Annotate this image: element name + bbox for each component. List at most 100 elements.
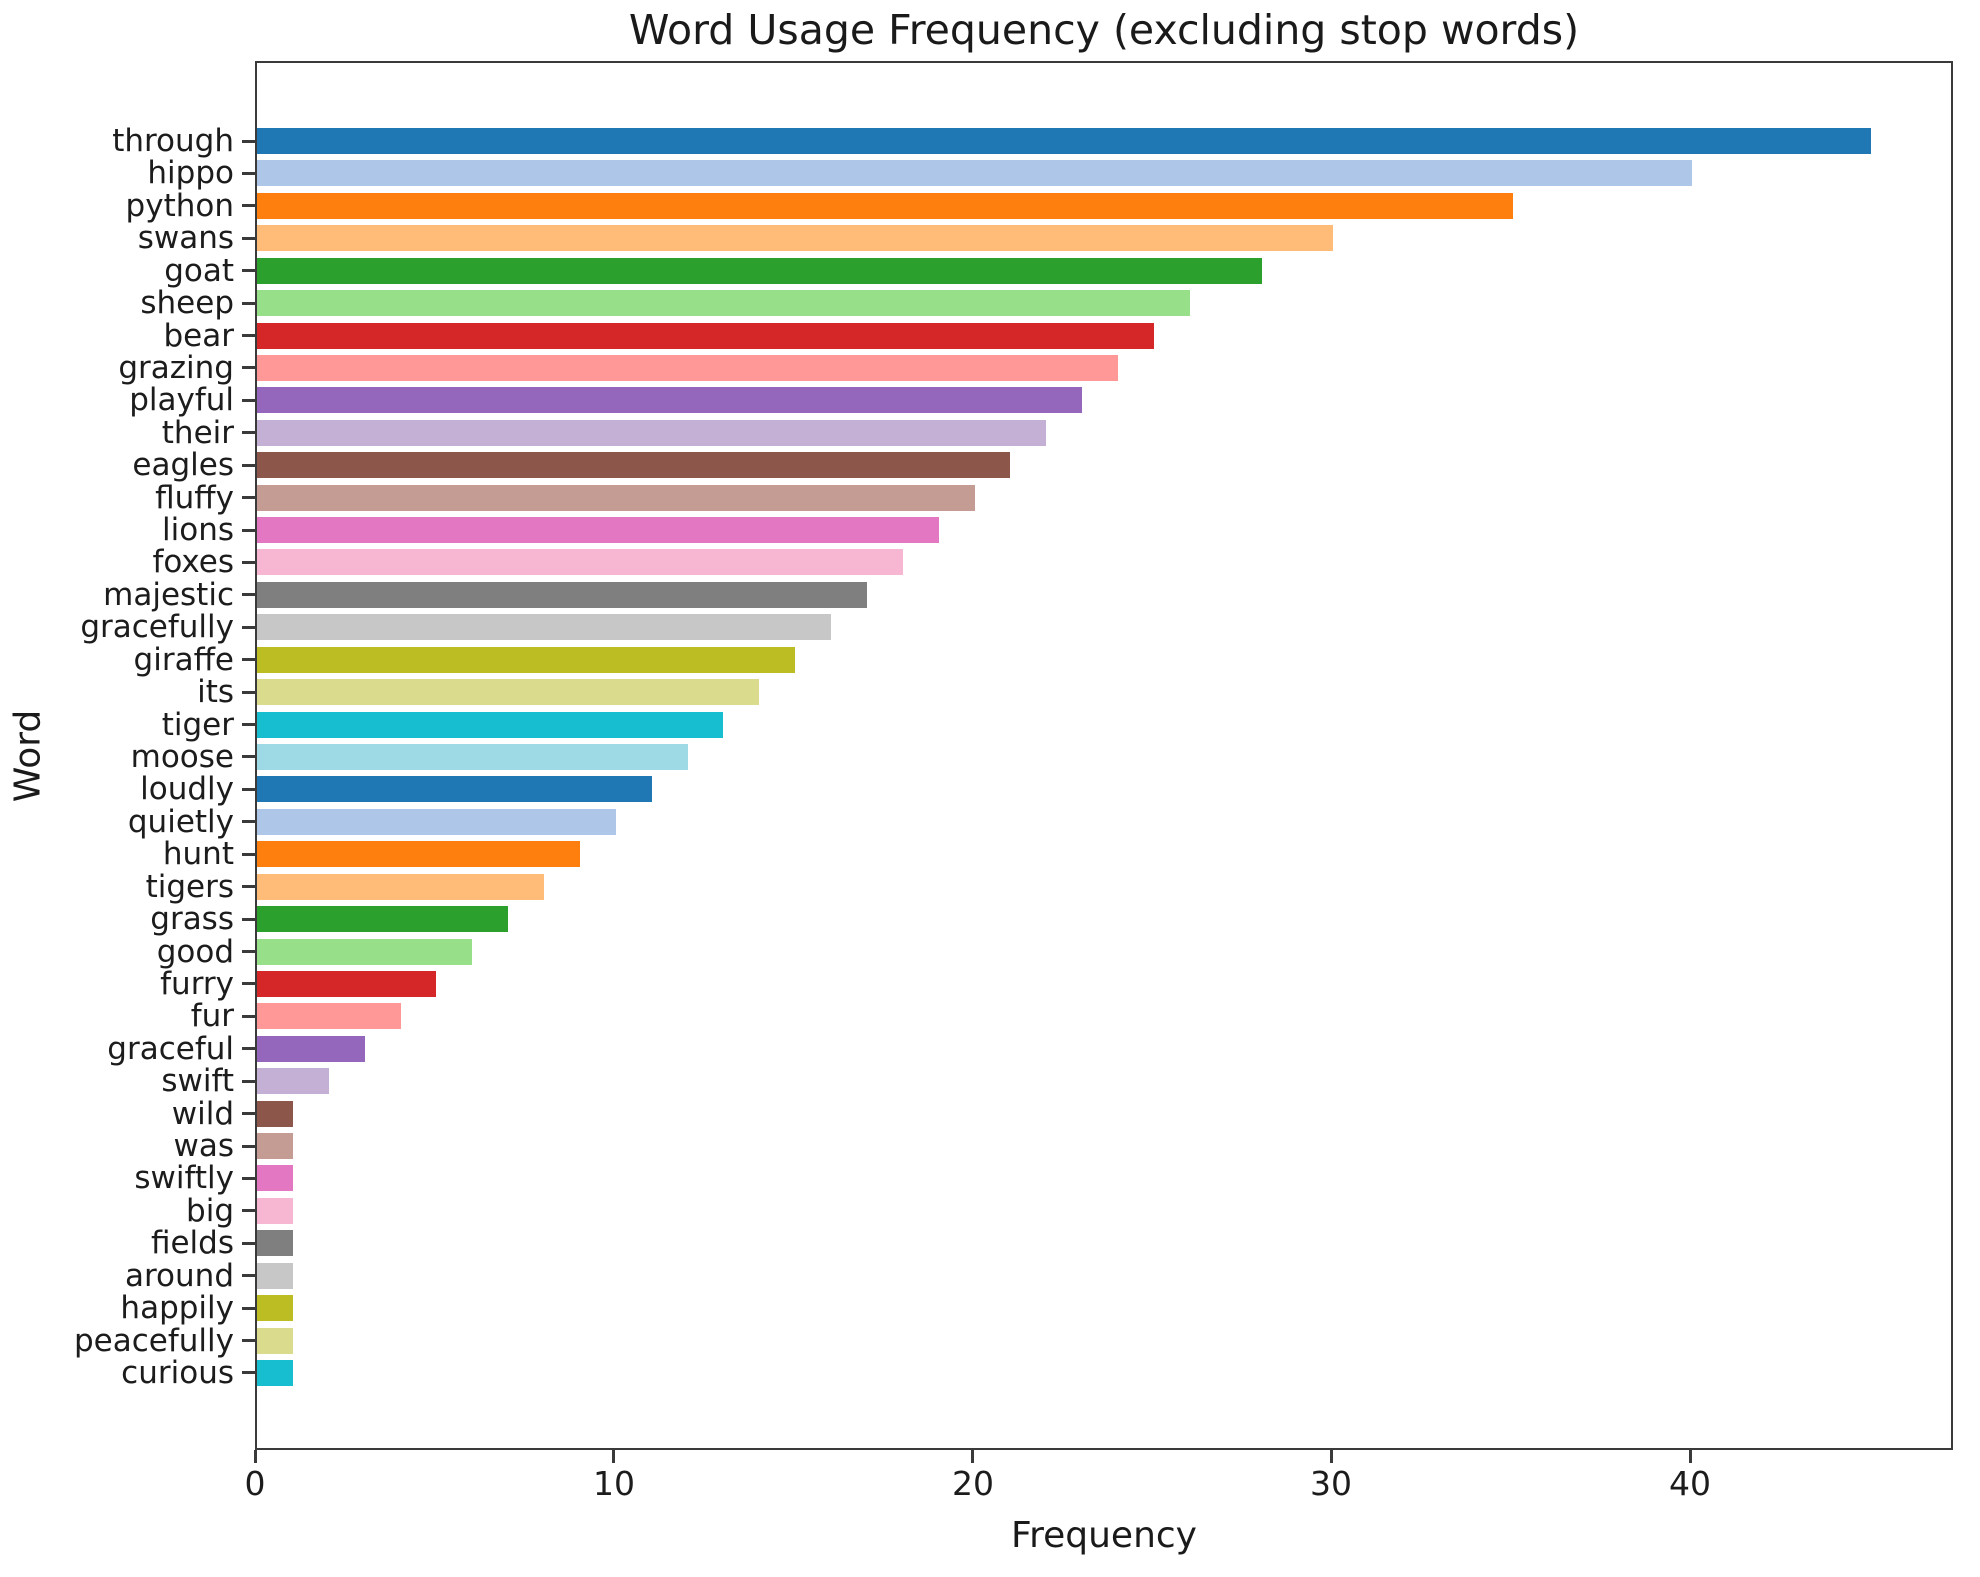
y-tick-mark <box>242 1080 255 1083</box>
y-tick-label: hunt <box>162 836 234 872</box>
y-tick-label: grass <box>150 901 234 937</box>
y-tick-mark <box>242 1274 255 1277</box>
y-tick-label: around <box>125 1258 234 1294</box>
y-tick-label: was <box>173 1128 234 1164</box>
bar-wild <box>257 1101 293 1127</box>
y-tick-mark <box>242 593 255 596</box>
y-tick-mark <box>242 464 255 467</box>
y-tick-label: graceful <box>107 1031 234 1067</box>
y-tick-mark <box>242 885 255 888</box>
y-tick-label: quietly <box>127 804 234 840</box>
y-tick-mark <box>242 950 255 953</box>
y-tick-label: gracefully <box>80 609 234 645</box>
y-tick-label: playful <box>129 382 234 418</box>
y-tick-label: big <box>186 1193 234 1229</box>
y-tick-label: fluffy <box>155 480 234 516</box>
y-tick-mark <box>242 529 255 532</box>
y-tick-label: goat <box>164 253 234 289</box>
x-tick-label: 40 <box>1669 1464 1711 1503</box>
bar-fur <box>257 1003 401 1029</box>
y-tick-mark <box>242 1145 255 1148</box>
bar-fields <box>257 1230 293 1256</box>
bar-big <box>257 1198 293 1224</box>
y-tick-mark <box>242 204 255 207</box>
y-tick-mark <box>242 496 255 499</box>
y-tick-label: majestic <box>103 577 234 613</box>
y-tick-mark <box>242 1371 255 1374</box>
y-tick-mark <box>242 691 255 694</box>
y-tick-label: swans <box>137 220 234 256</box>
y-tick-label: through <box>112 123 234 159</box>
bar-their <box>257 420 1046 446</box>
x-tick-label: 10 <box>593 1464 635 1503</box>
bar-furry <box>257 971 436 997</box>
y-tick-mark <box>242 1209 255 1212</box>
y-tick-label: their <box>161 415 234 451</box>
y-tick-label: swift <box>161 1063 234 1099</box>
y-tick-label: giraffe <box>133 642 234 678</box>
y-tick-mark <box>242 1047 255 1050</box>
bar-foxes <box>257 549 903 575</box>
y-tick-mark <box>242 1177 255 1180</box>
y-tick-label: wild <box>171 1096 234 1132</box>
y-tick-mark <box>242 269 255 272</box>
y-tick-label: loudly <box>140 771 234 807</box>
y-tick-label: good <box>156 934 234 970</box>
y-tick-label: python <box>125 188 234 224</box>
bar-bear <box>257 323 1154 349</box>
x-tick-mark <box>254 1450 257 1463</box>
bar-good <box>257 939 472 965</box>
y-tick-label: fields <box>150 1225 234 1261</box>
bar-swiftly <box>257 1165 293 1191</box>
bar-curious <box>257 1360 293 1386</box>
bar-grass <box>257 906 508 932</box>
bar-hunt <box>257 841 580 867</box>
y-tick-label: sheep <box>140 285 234 321</box>
y-tick-mark <box>242 918 255 921</box>
bar-happily <box>257 1295 293 1321</box>
y-tick-mark <box>242 366 255 369</box>
y-tick-mark <box>242 1015 255 1018</box>
y-tick-label: swiftly <box>134 1160 234 1196</box>
y-tick-label: foxes <box>152 544 234 580</box>
y-tick-label: its <box>197 674 234 710</box>
x-tick-mark <box>1689 1450 1692 1463</box>
bar-goat <box>257 258 1262 284</box>
y-tick-mark <box>242 1339 255 1342</box>
x-tick-mark <box>1330 1450 1333 1463</box>
y-tick-label: furry <box>160 966 234 1002</box>
bar-eagles <box>257 452 1010 478</box>
bar-gracefully <box>257 614 831 640</box>
bar-its <box>257 679 759 705</box>
y-tick-label: lions <box>162 512 234 548</box>
bar-tigers <box>257 874 544 900</box>
bar-peacefully <box>257 1328 293 1354</box>
bar-majestic <box>257 582 867 608</box>
bar-quietly <box>257 809 616 835</box>
y-tick-label: bear <box>163 318 235 354</box>
y-tick-mark <box>242 853 255 856</box>
bar-tiger <box>257 712 723 738</box>
y-tick-mark <box>242 431 255 434</box>
y-tick-mark <box>242 140 255 143</box>
y-tick-mark <box>242 1112 255 1115</box>
bar-giraffe <box>257 647 795 673</box>
y-tick-label: eagles <box>132 447 234 483</box>
y-tick-label: fur <box>190 998 234 1034</box>
y-tick-mark <box>242 755 255 758</box>
bar-grazing <box>257 355 1118 381</box>
y-tick-mark <box>242 982 255 985</box>
y-tick-label: tigers <box>145 869 234 905</box>
bar-lions <box>257 517 939 543</box>
y-tick-label: moose <box>130 739 234 775</box>
y-tick-label: curious <box>121 1355 234 1391</box>
y-tick-mark <box>242 237 255 240</box>
x-tick-mark <box>612 1450 615 1463</box>
x-tick-label: 20 <box>952 1464 994 1503</box>
bar-swans <box>257 225 1333 251</box>
bar-was <box>257 1133 293 1159</box>
y-tick-label: happily <box>120 1290 234 1326</box>
y-tick-mark <box>242 302 255 305</box>
x-tick-mark <box>971 1450 974 1463</box>
